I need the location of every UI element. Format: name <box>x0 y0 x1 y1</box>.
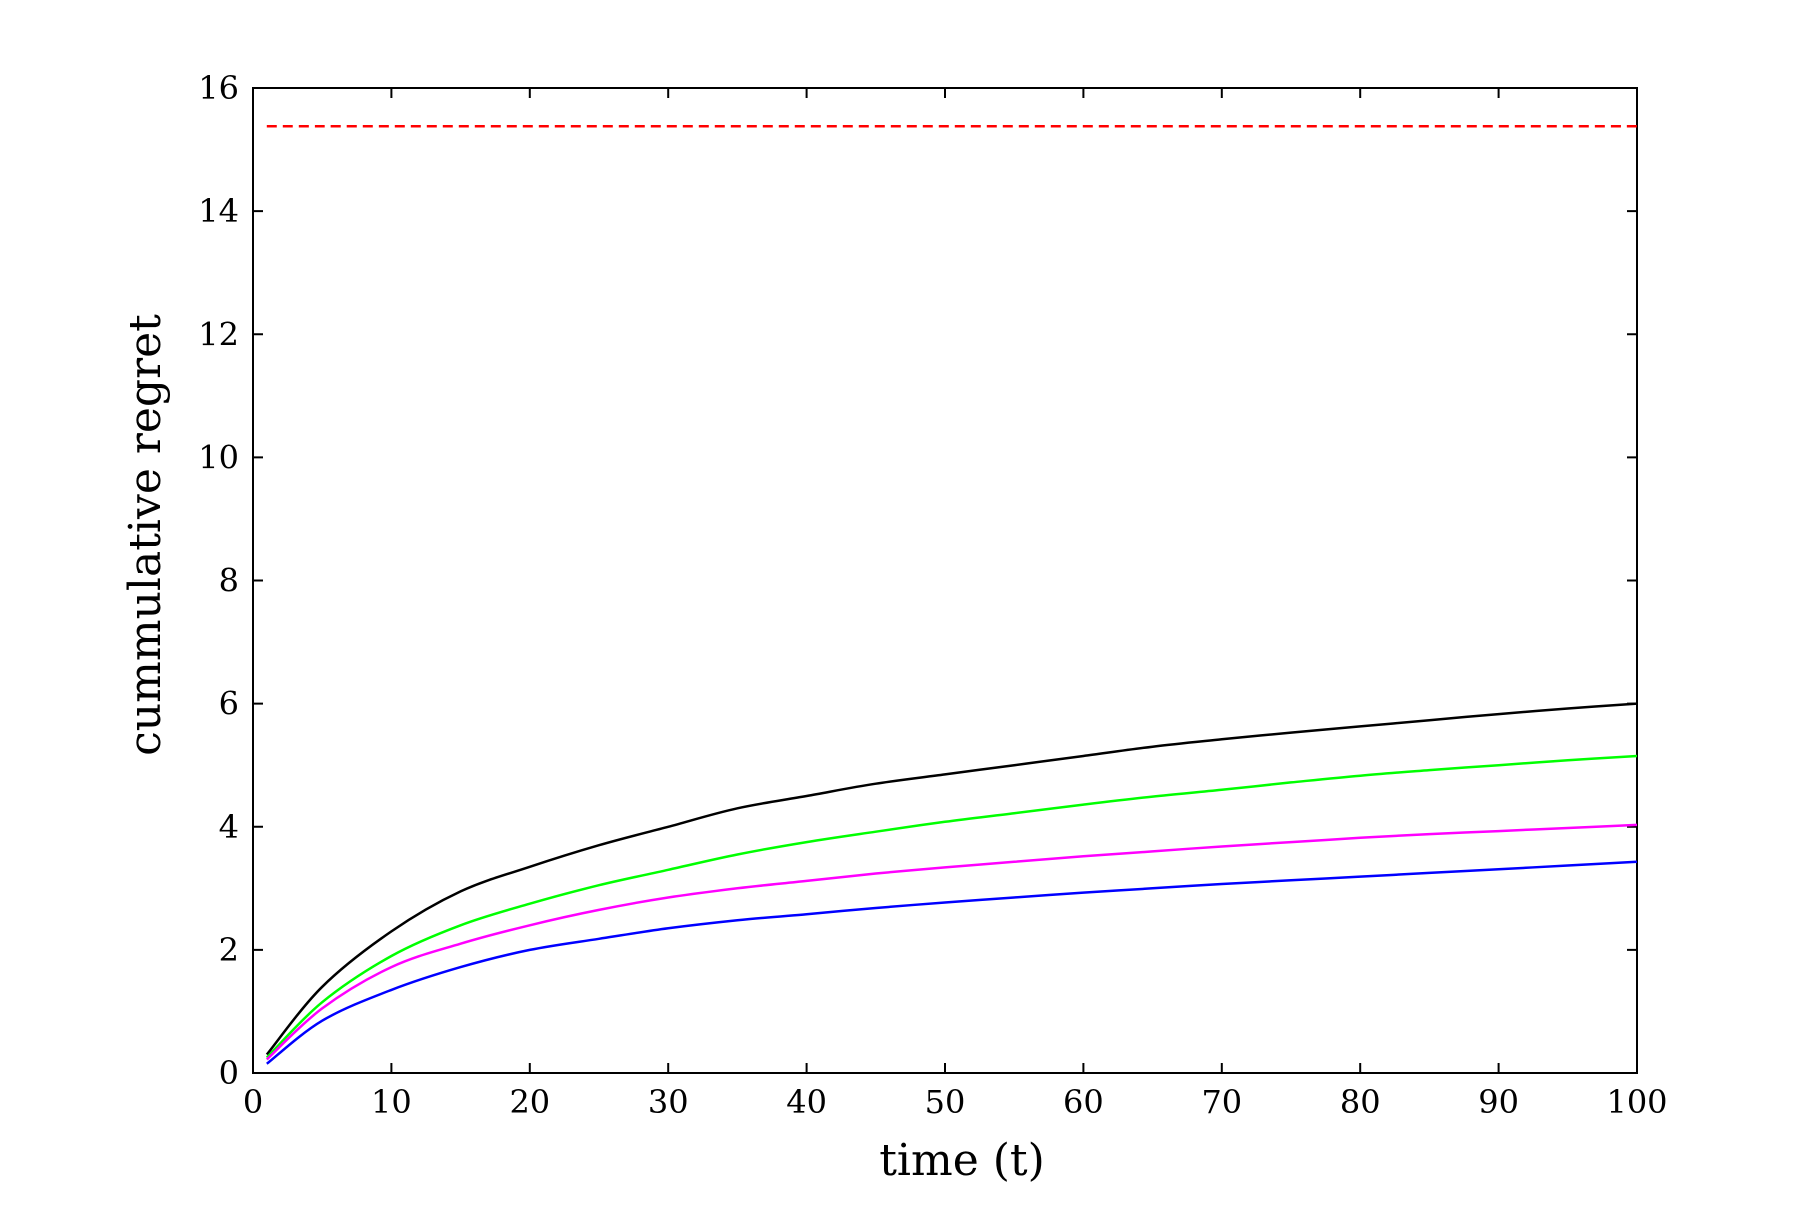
axis-ticks: 0 10 20 30 40 50 60 70 80 90 100 0 2 4 6 8 10 12 14 16 <box>198 69 1667 1121</box>
series-line-4 <box>266 860 1638 1065</box>
y-tick-label: 4 <box>219 808 239 846</box>
x-tick-label: 10 <box>371 1083 412 1121</box>
x-tick-label: 50 <box>925 1083 966 1121</box>
y-tick-label: 10 <box>198 438 239 476</box>
y-tick-label: 0 <box>219 1054 239 1092</box>
series-lines <box>265 124 1638 1065</box>
x-tick-label: 90 <box>1478 1083 1519 1121</box>
series-line-1 <box>265 702 1638 1056</box>
x-axis-label: time (t) <box>879 1135 1045 1186</box>
y-tick-label: 16 <box>198 69 239 107</box>
plot-area <box>252 87 1638 1074</box>
y-tick-label: 12 <box>198 315 239 353</box>
y-tick-label: 6 <box>219 685 239 723</box>
y-axis-label: cummulative regret <box>120 314 171 756</box>
x-tick-label: 0 <box>243 1083 263 1121</box>
series-line-2 <box>265 754 1638 1059</box>
x-tick-label: 40 <box>786 1083 827 1121</box>
x-tick-label: 70 <box>1201 1083 1242 1121</box>
x-tick-label: 20 <box>509 1083 550 1121</box>
series-line-3 <box>265 823 1638 1061</box>
x-tick-label: 80 <box>1340 1083 1381 1121</box>
x-tick-label: 100 <box>1606 1083 1667 1121</box>
y-tick-label: 14 <box>198 192 239 230</box>
y-tick-label: 2 <box>219 931 239 969</box>
x-tick-label: 30 <box>648 1083 689 1121</box>
x-tick-label: 60 <box>1063 1083 1104 1121</box>
y-tick-label: 8 <box>219 562 239 600</box>
